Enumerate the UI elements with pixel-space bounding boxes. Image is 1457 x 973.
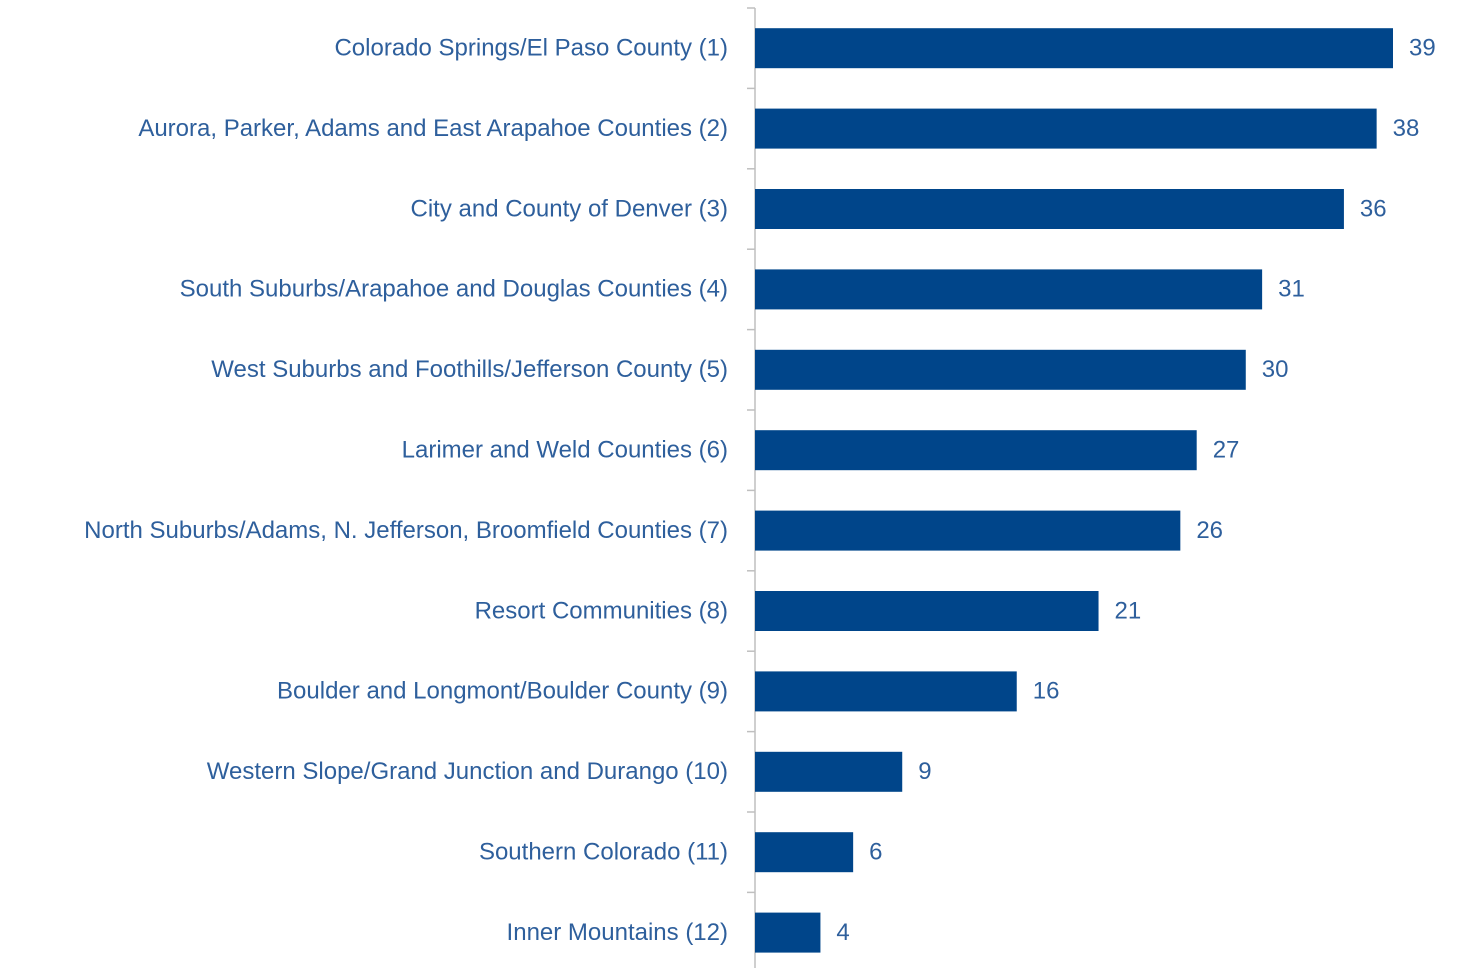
bar	[755, 832, 854, 873]
bar	[755, 189, 1344, 229]
category-label: Western Slope/Grand Junction and Durango…	[207, 758, 728, 785]
data-label: 4	[836, 919, 849, 946]
category-label: Larimer and Weld Counties (6)	[402, 437, 728, 464]
category-label: Resort Communities (8)	[475, 597, 728, 624]
bar	[755, 591, 1099, 631]
data-label: 31	[1278, 276, 1305, 303]
bar	[755, 510, 1181, 551]
data-label: 27	[1213, 437, 1240, 464]
bar	[755, 751, 903, 792]
bar	[755, 912, 821, 953]
category-label: Inner Mountains (12)	[507, 919, 728, 946]
data-label: 16	[1033, 678, 1060, 705]
data-label: 36	[1360, 195, 1387, 222]
data-label: 26	[1196, 517, 1223, 544]
bar	[755, 28, 1393, 69]
category-label: City and County of Denver (3)	[411, 195, 728, 222]
data-label: 39	[1409, 35, 1436, 62]
bar	[755, 349, 1246, 390]
category-label: North Suburbs/Adams, N. Jefferson, Broom…	[84, 517, 728, 544]
category-label: Colorado Springs/El Paso County (1)	[334, 35, 728, 62]
data-label: 6	[869, 839, 882, 866]
category-label: Boulder and Longmont/Boulder County (9)	[277, 678, 728, 705]
bar	[755, 108, 1377, 149]
category-label: Southern Colorado (11)	[479, 839, 728, 866]
data-label: 21	[1115, 597, 1142, 624]
category-label: Aurora, Parker, Adams and East Arapahoe …	[138, 115, 728, 142]
data-label: 9	[918, 758, 931, 785]
bar	[755, 671, 1017, 712]
data-label: 30	[1262, 356, 1289, 383]
category-label: West Suburbs and Foothills/Jefferson Cou…	[211, 356, 728, 383]
data-label: 38	[1393, 115, 1420, 142]
bar	[755, 269, 1263, 310]
category-label: South Suburbs/Arapahoe and Douglas Count…	[180, 276, 728, 303]
bar	[755, 430, 1197, 471]
